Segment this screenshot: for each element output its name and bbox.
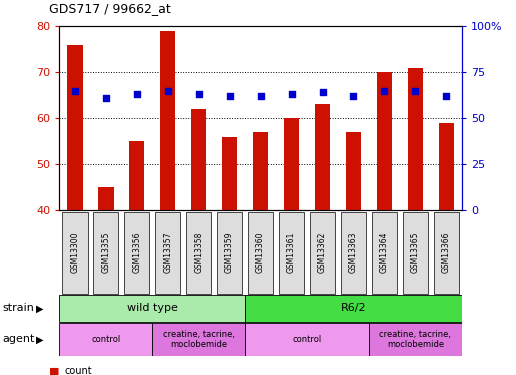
Text: GSM13358: GSM13358 [194,231,203,273]
Bar [98,187,114,210]
Point [164,88,172,94]
Text: GSM13359: GSM13359 [225,231,234,273]
Text: GSM13300: GSM13300 [70,231,79,273]
FancyBboxPatch shape [59,323,152,356]
Text: creatine, tacrine,
moclobemide: creatine, tacrine, moclobemide [163,330,235,349]
Point [71,88,79,94]
FancyBboxPatch shape [245,323,369,356]
Text: creatine, tacrine,
moclobemide: creatine, tacrine, moclobemide [379,330,452,349]
FancyBboxPatch shape [186,211,212,294]
FancyBboxPatch shape [245,295,462,322]
Text: GSM13361: GSM13361 [287,231,296,273]
Point [349,93,358,99]
Text: control: control [91,335,120,344]
FancyBboxPatch shape [155,211,181,294]
Point [380,88,389,94]
Bar [191,109,206,210]
FancyBboxPatch shape [341,211,366,294]
Text: wild type: wild type [127,303,178,313]
Bar [377,72,392,210]
Bar [346,132,361,210]
Bar [408,68,423,210]
Text: GDS717 / 99662_at: GDS717 / 99662_at [49,2,171,15]
Text: GSM13360: GSM13360 [256,231,265,273]
Text: GSM13357: GSM13357 [163,231,172,273]
Point [318,89,327,95]
Text: strain: strain [3,303,35,313]
Text: ▶: ▶ [36,303,44,313]
Text: control: control [293,335,321,344]
Text: count: count [64,366,92,375]
Bar [253,132,268,210]
FancyBboxPatch shape [124,211,150,294]
Text: GSM13366: GSM13366 [442,231,451,273]
FancyBboxPatch shape [433,211,459,294]
Text: GSM13365: GSM13365 [411,231,420,273]
Point [287,91,296,97]
FancyBboxPatch shape [279,211,304,294]
FancyBboxPatch shape [152,323,245,356]
Bar [284,118,299,210]
FancyBboxPatch shape [59,295,245,322]
FancyBboxPatch shape [248,211,273,294]
FancyBboxPatch shape [402,211,428,294]
FancyBboxPatch shape [93,211,119,294]
Text: agent: agent [3,334,35,344]
Point [102,95,110,101]
Bar [129,141,144,210]
Text: GSM13355: GSM13355 [101,231,110,273]
FancyBboxPatch shape [369,323,462,356]
Point [195,91,203,97]
Bar [67,45,83,210]
Point [225,93,234,99]
Point [256,93,265,99]
Point [133,91,141,97]
FancyBboxPatch shape [372,211,397,294]
Bar [439,123,454,210]
Text: R6/2: R6/2 [341,303,366,313]
FancyBboxPatch shape [62,211,88,294]
Text: ■: ■ [49,366,59,375]
Text: GSM13364: GSM13364 [380,231,389,273]
FancyBboxPatch shape [310,211,335,294]
Text: GSM13362: GSM13362 [318,231,327,273]
Point [442,93,450,99]
Bar [160,31,175,210]
Point [411,88,420,94]
Text: GSM13363: GSM13363 [349,231,358,273]
Bar [222,136,237,210]
Text: GSM13356: GSM13356 [132,231,141,273]
Bar [315,104,330,210]
Text: ▶: ▶ [36,334,44,344]
FancyBboxPatch shape [217,211,243,294]
